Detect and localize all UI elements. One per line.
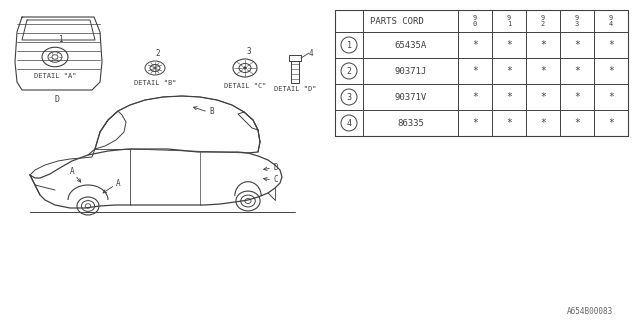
Text: A654B00083: A654B00083: [567, 308, 613, 316]
Text: 9
3: 9 3: [575, 14, 579, 28]
Text: DETAIL "A": DETAIL "A": [34, 73, 76, 79]
Bar: [291, 61, 299, 83]
Text: 90371V: 90371V: [394, 92, 427, 101]
Text: C: C: [274, 174, 278, 183]
Text: *: *: [540, 66, 546, 76]
Bar: [289, 55, 301, 61]
Text: *: *: [574, 92, 580, 102]
Text: 2: 2: [346, 67, 351, 76]
Text: 4: 4: [346, 118, 351, 127]
Text: 9
4: 9 4: [609, 14, 613, 28]
Text: DETAIL "C": DETAIL "C": [224, 83, 266, 89]
Text: 90371J: 90371J: [394, 67, 427, 76]
Text: 2: 2: [156, 50, 160, 59]
Text: *: *: [506, 92, 512, 102]
Text: B: B: [210, 107, 214, 116]
Text: A: A: [70, 167, 74, 177]
Text: PARTS CORD: PARTS CORD: [370, 17, 424, 26]
Text: *: *: [608, 92, 614, 102]
Text: *: *: [472, 92, 478, 102]
Text: 3: 3: [346, 92, 351, 101]
Text: *: *: [506, 40, 512, 50]
Text: *: *: [540, 40, 546, 50]
Text: 9
2: 9 2: [541, 14, 545, 28]
Text: D: D: [274, 163, 278, 172]
Text: A: A: [116, 179, 120, 188]
Text: 86335: 86335: [397, 118, 424, 127]
Text: 1: 1: [58, 36, 62, 44]
Text: 9
1: 9 1: [507, 14, 511, 28]
Text: *: *: [574, 118, 580, 128]
Text: *: *: [540, 92, 546, 102]
Text: *: *: [608, 66, 614, 76]
Bar: [335, 10, 628, 136]
Text: DETAIL "B": DETAIL "B": [134, 80, 176, 86]
Text: D: D: [54, 94, 60, 103]
Text: 65435A: 65435A: [394, 41, 427, 50]
Text: 9
0: 9 0: [473, 14, 477, 28]
Text: *: *: [506, 118, 512, 128]
Text: *: *: [574, 66, 580, 76]
Ellipse shape: [243, 67, 246, 69]
Text: *: *: [608, 118, 614, 128]
Text: 4: 4: [308, 49, 314, 58]
Text: 1: 1: [346, 41, 351, 50]
Text: *: *: [540, 118, 546, 128]
Text: *: *: [472, 118, 478, 128]
Text: *: *: [608, 40, 614, 50]
Text: *: *: [472, 40, 478, 50]
Text: DETAIL "D": DETAIL "D": [274, 86, 316, 92]
Text: *: *: [574, 40, 580, 50]
Text: *: *: [472, 66, 478, 76]
Text: 3: 3: [246, 47, 252, 57]
Text: *: *: [506, 66, 512, 76]
